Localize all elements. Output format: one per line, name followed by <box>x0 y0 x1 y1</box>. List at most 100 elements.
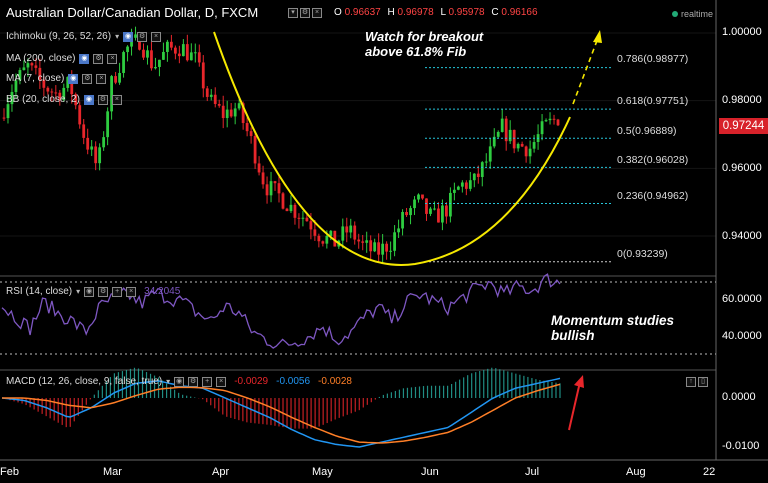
eye-icon[interactable]: ◉ <box>174 376 185 387</box>
candle <box>245 117 249 137</box>
candle-body <box>62 87 66 100</box>
price-axis-label-3: 0.96000 <box>722 162 762 174</box>
candle-body <box>305 217 309 222</box>
legend-macd-label: MACD (12, 26, close, 9, false, true) <box>6 376 163 387</box>
candle <box>237 98 241 111</box>
candle-body <box>122 52 125 73</box>
candle-body <box>464 182 468 189</box>
candle-body <box>146 50 149 58</box>
add-icon[interactable]: + <box>202 376 213 387</box>
settings-icon[interactable]: ⚙ <box>300 8 310 18</box>
breakout-annotation-line1: Watch for breakout <box>365 29 484 44</box>
caret-down-icon[interactable]: ▾ <box>76 287 81 296</box>
candle <box>62 83 66 102</box>
legend-ichimoku-label: Ichimoku (9, 26, 52, 26) <box>6 31 112 42</box>
eye-icon[interactable]: ◉ <box>83 94 94 105</box>
candle-body <box>221 105 225 119</box>
candle-body <box>237 103 241 109</box>
settings-icon[interactable]: ⚙ <box>97 94 108 105</box>
candle <box>301 210 305 227</box>
legend-macd[interactable]: MACD (12, 26, close, 9, false, true) ▾ ◉… <box>6 376 352 387</box>
candle <box>98 143 102 171</box>
caret-down-icon[interactable]: ▾ <box>166 377 171 386</box>
close-icon[interactable]: × <box>96 73 107 84</box>
candle <box>540 114 544 141</box>
legend-ma[interactable]: MA (7, close) ◉ ⚙ × <box>6 73 107 84</box>
settings-icon[interactable]: ⚙ <box>188 376 199 387</box>
candle-body <box>261 172 265 185</box>
candle <box>150 41 153 71</box>
add-icon[interactable]: + <box>112 286 123 297</box>
ohlc-close-value: 0.96166 <box>501 7 538 18</box>
candle-body <box>269 181 273 196</box>
close-icon[interactable]: × <box>151 31 162 42</box>
candle <box>169 34 173 51</box>
candle-body <box>405 211 408 216</box>
candle <box>409 205 412 225</box>
candle-body <box>433 208 436 210</box>
candle-body <box>70 76 74 95</box>
candle <box>114 71 117 85</box>
legend-ma200[interactable]: MA (200, close) ◉ ⚙ × <box>6 53 118 64</box>
close-icon[interactable]: × <box>107 53 118 64</box>
rsi-value: 34.2045 <box>144 286 181 297</box>
candle <box>18 67 22 85</box>
legend-ichimoku[interactable]: Ichimoku (9, 26, 52, 26) ▾ ◉ ⚙ × <box>6 31 162 42</box>
candle <box>66 76 70 92</box>
legend-bb[interactable]: BB (20, close, 2) ◉ ⚙ × <box>6 94 122 105</box>
candle <box>468 171 472 192</box>
eye-icon[interactable]: ◉ <box>123 31 134 42</box>
close-icon[interactable]: × <box>216 376 227 387</box>
rsi-axis-label-40: 40.0000 <box>722 330 762 342</box>
candle <box>341 218 345 249</box>
close-icon[interactable]: × <box>312 8 322 18</box>
legend-rsi[interactable]: RSI (14, close) ▾ ◉ ⚙ + × 34.2045 <box>6 286 180 297</box>
candle-body <box>42 79 46 88</box>
candle-body <box>385 243 389 252</box>
candle <box>421 194 424 200</box>
eye-icon[interactable]: ◉ <box>84 286 95 297</box>
candle <box>158 59 161 77</box>
candle-body <box>154 66 157 69</box>
candle-body <box>528 148 532 157</box>
settings-icon[interactable]: ⚙ <box>137 31 148 42</box>
candle-body <box>377 242 381 255</box>
candle <box>217 99 221 108</box>
ohlc-high-value: 0.96978 <box>397 7 434 18</box>
move-up-icon[interactable]: ↑ <box>686 377 696 387</box>
settings-icon[interactable]: ⚙ <box>98 286 109 297</box>
candle <box>173 45 177 60</box>
maximize-icon[interactable]: ▯ <box>698 377 708 387</box>
eye-icon[interactable]: ◉ <box>68 73 79 84</box>
settings-icon[interactable]: ⚙ <box>93 53 104 64</box>
candle-body <box>520 143 524 147</box>
candle-body <box>468 180 472 189</box>
close-icon[interactable]: × <box>126 286 137 297</box>
candle <box>516 142 520 152</box>
eye-icon[interactable]: ◉ <box>79 53 90 64</box>
candle <box>433 201 436 211</box>
candle <box>277 175 281 203</box>
candle <box>86 128 90 155</box>
candle <box>253 133 257 169</box>
candle-body <box>413 199 416 209</box>
candle-body <box>476 173 480 177</box>
caret-down-icon[interactable]: ▾ <box>115 32 120 41</box>
settings-icon[interactable]: ⚙ <box>82 73 93 84</box>
candle-body <box>233 108 237 117</box>
candle-body <box>50 91 54 93</box>
candle <box>189 43 193 61</box>
caret-down-icon[interactable]: ▾ <box>288 8 298 18</box>
candle <box>38 58 42 89</box>
candle-body <box>30 63 34 66</box>
candle-body <box>341 226 345 241</box>
fib-label-0382: 0.382(0.96028) <box>617 154 689 166</box>
macd-line <box>1 377 561 448</box>
candle <box>500 108 504 133</box>
candle-body <box>229 109 233 117</box>
candle-body <box>325 235 329 244</box>
time-axis-label-apr: Apr <box>212 466 230 478</box>
symbol-title[interactable]: Australian Dollar/Canadian Dollar, D, FX… <box>6 5 259 20</box>
close-icon[interactable]: × <box>111 94 122 105</box>
candle-body <box>46 87 50 92</box>
